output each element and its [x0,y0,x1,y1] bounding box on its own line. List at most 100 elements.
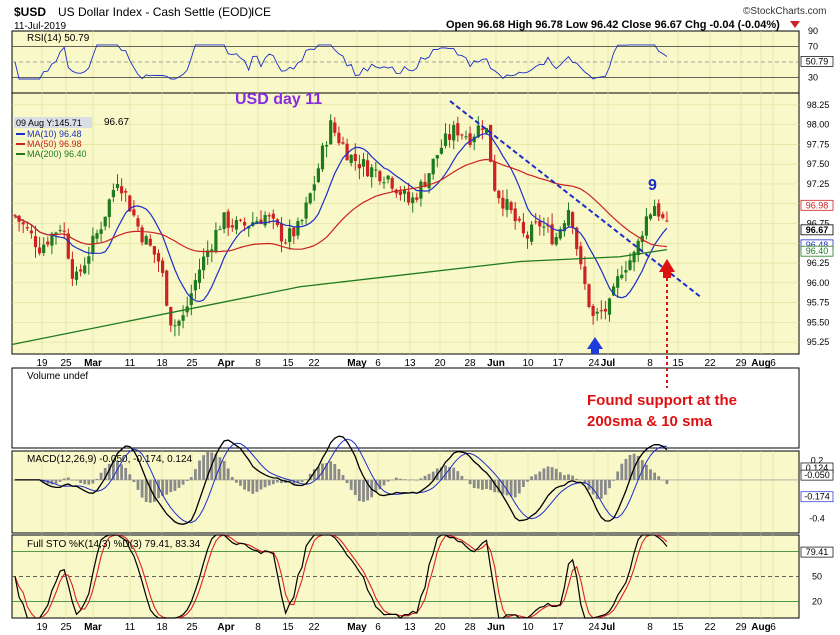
rsi-value-label: 50.79 [806,56,829,66]
candle-body [226,211,230,228]
x-tick-label: 6 [375,358,381,369]
x-tick-label: 11 [125,358,136,369]
x-tick-label: 17 [552,358,564,369]
candle-body [509,202,513,211]
x-tick-label: 13 [404,622,416,633]
x-tick-label: 15 [282,622,294,633]
macd-histogram-bar [165,479,169,495]
macd-histogram-bar [218,457,222,480]
candle-body [197,269,202,283]
price-value-label: 96.98 [806,200,829,210]
macd-histogram-bar [140,479,144,498]
candle-body [202,256,206,271]
sto-tick-label: 50 [812,572,822,582]
candle-body [21,222,25,225]
x-tick-label: 6 [375,622,381,633]
macd-histogram-bar [419,478,423,480]
x-tick-label: 25 [60,622,72,633]
candle-body [616,276,620,288]
candle-body [505,199,509,210]
candle-body [587,284,591,307]
candle-body [562,223,566,232]
candle-body [661,214,665,218]
macd-histogram-bar [341,475,345,480]
macd-histogram-bar [653,472,656,480]
x-tick-label: 29 [735,622,747,633]
candle-body [382,182,386,184]
macd-histogram-bar [403,479,406,480]
legend-ma10: MA(10) 96.48 [27,129,82,139]
macd-signal-line [15,438,667,524]
x-tick-label: 28 [464,358,476,369]
macd-histogram-bar [542,468,546,480]
candle-body [193,280,197,291]
macd-histogram-bar [472,479,476,489]
candle-body [210,249,214,252]
x-tick-label: Jul [601,622,616,633]
candle-body [439,147,443,154]
volume-label: Volume undef [27,371,88,382]
macd-histogram-bar [497,479,501,493]
macd-histogram-bar [517,479,521,494]
x-tick-label: 25 [186,622,198,633]
macd-tick-label: -0.4 [809,514,825,524]
price-tick-label: 97.50 [807,159,830,169]
candle-body [452,125,456,141]
macd-histogram-bar [173,479,177,491]
macd-histogram-bar [230,477,234,480]
x-tick-label: 22 [704,358,716,369]
x-tick-label: Jul [601,358,616,369]
x-tick-label: Apr [217,358,234,369]
candle-body [521,221,525,234]
down-arrow-icon [790,21,800,28]
candle-body [58,230,62,232]
candle-body [144,236,148,245]
macd-histogram-bar [636,455,640,480]
macd-histogram-bar [485,479,488,489]
candle-body [42,244,46,254]
macd-histogram-bar [259,479,263,490]
macd-histogram-bar [415,479,419,481]
macd-histogram-bar [157,479,160,499]
candle-body [300,220,304,222]
candle-body [390,177,394,189]
candle-body [341,142,345,144]
candle-body [530,224,534,242]
candle-body [124,191,128,193]
x-tick-label: Mar [84,622,102,633]
macd-histogram-bar [308,473,312,480]
macd-histogram-bar [124,467,128,480]
macd-histogram-bar [444,465,447,480]
candle-body [308,193,312,204]
candle-body [50,233,54,246]
macd-histogram-bar [189,477,193,480]
rsi-tick-label: 30 [808,73,818,83]
candle-body [407,191,411,203]
macd-histogram-bar [612,479,615,481]
macd-histogram-bar [599,479,603,499]
candle-body [374,169,378,171]
candle-body [38,247,42,254]
x-tick-label: 19 [36,622,48,633]
macd-histogram-bar [181,479,185,485]
candle-body [259,219,263,224]
macd-histogram-bar [513,479,517,498]
macd-histogram-bar [161,479,164,496]
macd-histogram-bar [431,471,435,480]
candle-body [513,208,517,222]
candle-body [489,124,493,162]
candle-body [460,134,464,136]
price-tick-label: 95.75 [807,298,830,308]
macd-histogram-bar [440,467,443,480]
macd-histogram-bar [620,463,624,480]
candle-body [480,128,484,130]
candle-body [91,235,95,254]
price-value-label: 96.67 [806,225,829,235]
candle-body [329,120,333,145]
x-tick-label: 24 [588,358,600,369]
candle-body [370,167,374,178]
macd-histogram-bar [358,479,361,502]
x-tick-label: 6 [770,358,776,369]
x-tick-label: 22 [308,622,320,633]
macd-histogram-bar [116,460,119,480]
